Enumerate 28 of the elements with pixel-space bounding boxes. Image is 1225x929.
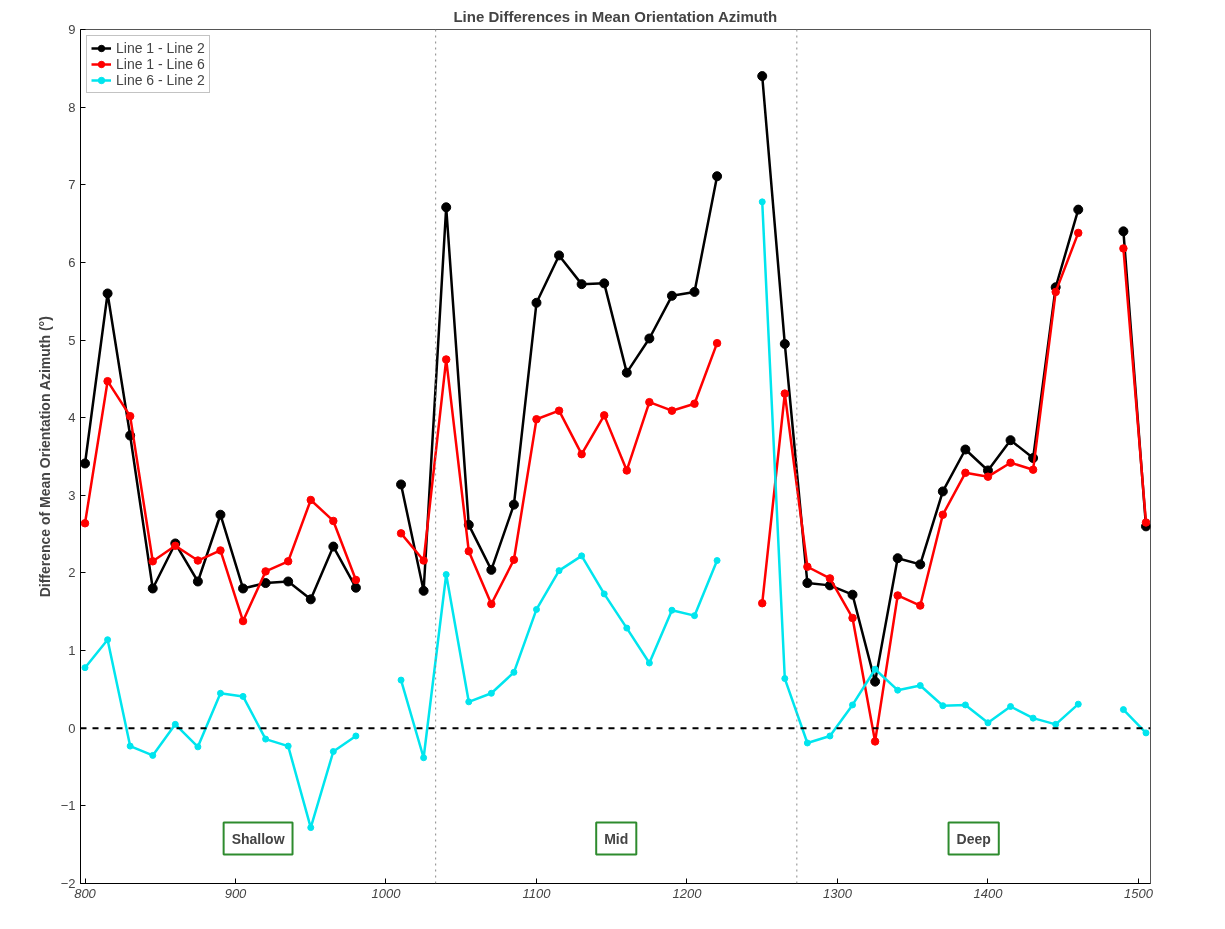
legend-label: Line 1 - Line 2 <box>116 40 205 56</box>
y-tick-label: 3 <box>68 487 76 503</box>
y-tick-label: −2 <box>60 876 76 891</box>
y-tick-label: 2 <box>68 565 76 581</box>
y-tick-label: 5 <box>68 332 76 348</box>
y-tick-label: 8 <box>68 99 76 115</box>
x-tick-label: 1000 <box>371 885 402 901</box>
x-tick-label: 1200 <box>672 885 703 901</box>
legend-label: Line 1 - Line 6 <box>116 56 205 72</box>
legend-label: Line 6 - Line 2 <box>116 72 205 88</box>
y-tick-label: 9 <box>68 22 76 37</box>
y-tick-label: 6 <box>68 254 76 270</box>
y-tick-label: −1 <box>60 798 76 814</box>
x-tick-label: 900 <box>224 885 248 901</box>
x-tick-label: 1500 <box>1124 885 1154 901</box>
y-tick-label: 1 <box>68 643 76 659</box>
annotation: Mid <box>604 830 629 847</box>
y-tick-label: 0 <box>68 720 76 736</box>
annotation: Shallow <box>231 830 285 847</box>
y-tick-label: 7 <box>68 177 76 193</box>
y-axis-title: Difference of Mean Orientation Azimuth (°) <box>36 316 53 598</box>
x-tick-label: 1300 <box>823 885 853 901</box>
annotation: Deep <box>956 830 991 847</box>
x-tick-label: 1400 <box>973 885 1004 901</box>
x-tick-label: 800 <box>74 885 97 901</box>
chart-title: Line Differences in Mean Orientation Azimuth <box>453 7 778 25</box>
x-tick-label: 1100 <box>522 885 552 901</box>
y-tick-label: 4 <box>68 410 76 426</box>
